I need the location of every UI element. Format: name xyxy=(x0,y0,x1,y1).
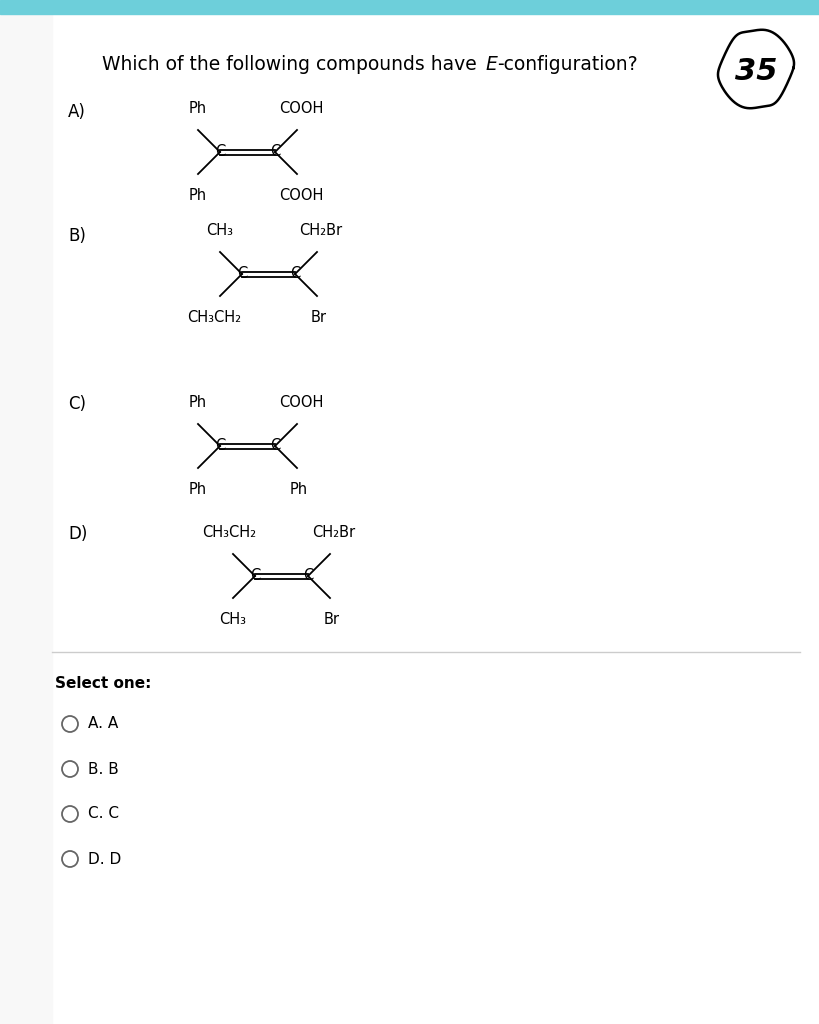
Text: C): C) xyxy=(68,395,86,413)
Text: C: C xyxy=(270,144,280,160)
Text: COOH: COOH xyxy=(278,188,324,203)
Bar xyxy=(0,0,819,14)
Text: -configuration?: -configuration? xyxy=(497,54,638,74)
Text: C: C xyxy=(303,568,313,584)
Text: Br: Br xyxy=(324,612,340,627)
Text: CH₃: CH₃ xyxy=(219,612,247,627)
Text: CH₃: CH₃ xyxy=(206,223,233,238)
Text: CH₂Br: CH₂Br xyxy=(312,525,355,540)
Text: Select one:: Select one: xyxy=(55,677,152,691)
Text: C: C xyxy=(237,266,247,282)
Text: C: C xyxy=(215,144,225,160)
Text: C. C: C. C xyxy=(88,807,119,821)
Text: C: C xyxy=(290,266,300,282)
Text: Which of the following compounds have: Which of the following compounds have xyxy=(102,54,482,74)
Text: CH₃CH₂: CH₃CH₂ xyxy=(202,525,256,540)
Text: B. B: B. B xyxy=(88,762,119,776)
Text: D): D) xyxy=(68,525,88,543)
Text: COOH: COOH xyxy=(278,101,324,116)
Text: CH₃CH₂: CH₃CH₂ xyxy=(187,310,241,325)
Text: A. A: A. A xyxy=(88,717,118,731)
Text: C: C xyxy=(215,438,225,454)
Text: C: C xyxy=(270,438,280,454)
Text: Ph: Ph xyxy=(189,188,207,203)
Text: E: E xyxy=(485,54,497,74)
Bar xyxy=(0,14,52,1024)
Text: C: C xyxy=(250,568,260,584)
Text: Br: Br xyxy=(311,310,327,325)
Text: A): A) xyxy=(68,103,86,121)
Text: 35: 35 xyxy=(735,56,777,85)
Text: COOH: COOH xyxy=(278,395,324,410)
Text: Ph: Ph xyxy=(290,482,308,497)
Text: D. D: D. D xyxy=(88,852,121,866)
Text: B): B) xyxy=(68,227,86,245)
Text: Ph: Ph xyxy=(189,482,207,497)
Text: Ph: Ph xyxy=(189,101,207,116)
Text: CH₂Br: CH₂Br xyxy=(300,223,342,238)
Text: Ph: Ph xyxy=(189,395,207,410)
